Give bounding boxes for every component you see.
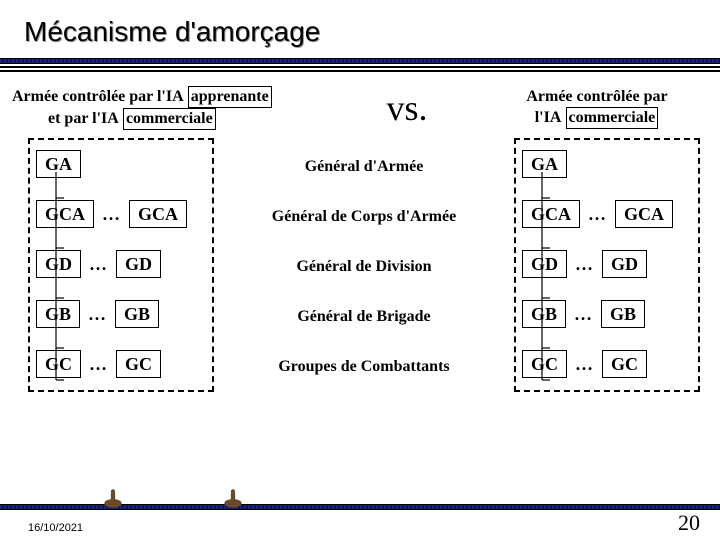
node-gd: GD	[522, 250, 567, 278]
hdr-right-line1: Armée contrôlée par	[526, 88, 667, 105]
node-gb: GB	[115, 300, 159, 328]
node-gb: GB	[601, 300, 645, 328]
center-labels: Général d'Armée Général de Corps d'Armée…	[214, 138, 514, 392]
dots: …	[88, 304, 107, 325]
node-gca: GCA	[615, 200, 673, 228]
slide-title: Mécanisme d'amorçage	[0, 0, 720, 52]
footer-date: 16/10/2021	[28, 522, 83, 534]
header-row: Armée contrôlée par l'IA apprenante et p…	[0, 86, 720, 130]
level-row: GD … GD	[36, 246, 206, 282]
node-gca: GCA	[129, 200, 187, 228]
main-area: GA GCA … GCA GD … GD GB … GB GC … GC Gén…	[0, 138, 720, 392]
node-gca: GCA	[36, 200, 94, 228]
level-row: GB … GB	[522, 296, 692, 332]
dots: …	[574, 304, 593, 325]
footer: 16/10/2021 20	[0, 504, 720, 540]
hdr-left-box2: commerciale	[123, 108, 216, 130]
hdr-right-pre2: l'IA	[535, 109, 561, 126]
node-gc: GC	[602, 350, 647, 378]
dots: …	[575, 254, 594, 275]
rank-label: Général de Division	[214, 242, 514, 292]
hdr-left-box1: apprenante	[188, 86, 272, 108]
hdr-right-box: commerciale	[566, 107, 659, 129]
level-row: GA	[36, 146, 206, 182]
vs-label: vs.	[386, 87, 427, 129]
rule-blue	[0, 58, 720, 64]
level-row: GCA … GCA	[522, 196, 692, 232]
rule-double	[0, 66, 720, 72]
node-gca: GCA	[522, 200, 580, 228]
hdr-left-pre2: et par l'IA	[48, 110, 118, 127]
right-hierarchy: GA GCA … GCA GD … GD GB … GB GC … GC	[514, 138, 700, 392]
node-ga: GA	[522, 150, 567, 178]
node-gb: GB	[36, 300, 80, 328]
level-row: GCA … GCA	[36, 196, 206, 232]
node-gd: GD	[36, 250, 81, 278]
level-row: GC … GC	[36, 346, 206, 382]
node-gd: GD	[116, 250, 161, 278]
rank-label: Groupes de Combattants	[214, 342, 514, 392]
node-ga: GA	[36, 150, 81, 178]
level-row: GD … GD	[522, 246, 692, 282]
level-row: GB … GB	[36, 296, 206, 332]
level-row: GC … GC	[522, 346, 692, 382]
node-gb: GB	[522, 300, 566, 328]
dots: …	[588, 204, 607, 225]
header-left: Armée contrôlée par l'IA apprenante et p…	[12, 86, 312, 130]
dots: …	[575, 354, 594, 375]
dots: …	[102, 204, 121, 225]
node-gc: GC	[116, 350, 161, 378]
rider-icon	[220, 488, 246, 510]
rank-label: Général de Brigade	[214, 292, 514, 342]
rank-label: Général d'Armée	[214, 142, 514, 192]
rank-label: Général de Corps d'Armée	[214, 192, 514, 242]
hdr-left-pre1: Armée contrôlée par l'IA	[12, 88, 183, 105]
page-number: 20	[678, 510, 700, 536]
node-gd: GD	[602, 250, 647, 278]
level-row: GA	[522, 146, 692, 182]
header-right: Armée contrôlée par l'IA commerciale	[502, 87, 692, 129]
rider-icon	[100, 488, 126, 510]
dots: …	[89, 354, 108, 375]
node-gc: GC	[36, 350, 81, 378]
dots: …	[89, 254, 108, 275]
left-hierarchy: GA GCA … GCA GD … GD GB … GB GC … GC	[28, 138, 214, 392]
node-gc: GC	[522, 350, 567, 378]
top-rules	[0, 58, 720, 72]
